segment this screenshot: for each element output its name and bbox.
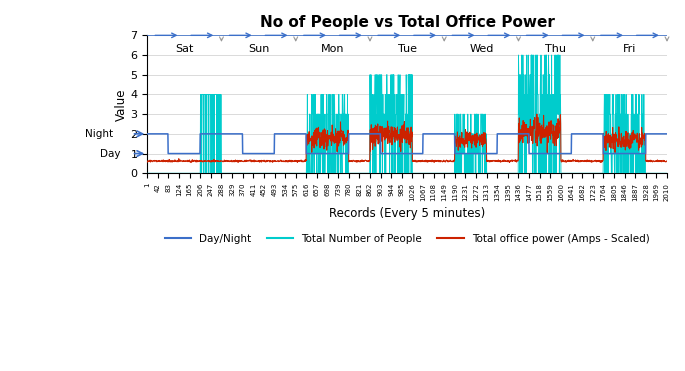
Text: Sat: Sat bbox=[175, 44, 194, 53]
Text: Fri: Fri bbox=[623, 44, 636, 53]
Text: Sun: Sun bbox=[248, 44, 269, 53]
Y-axis label: Value: Value bbox=[114, 88, 127, 121]
Title: No of People vs Total Office Power: No of People vs Total Office Power bbox=[260, 15, 555, 30]
Text: Tue: Tue bbox=[397, 44, 416, 53]
Text: Day: Day bbox=[101, 148, 121, 158]
Legend: Day/Night, Total Number of People, Total office power (Amps - Scaled): Day/Night, Total Number of People, Total… bbox=[160, 230, 653, 248]
Text: Mon: Mon bbox=[321, 44, 345, 53]
Text: Wed: Wed bbox=[469, 44, 494, 53]
Text: Night: Night bbox=[85, 129, 113, 139]
X-axis label: Records (Every 5 minutes): Records (Every 5 minutes) bbox=[329, 207, 485, 220]
Text: Thu: Thu bbox=[545, 44, 566, 53]
